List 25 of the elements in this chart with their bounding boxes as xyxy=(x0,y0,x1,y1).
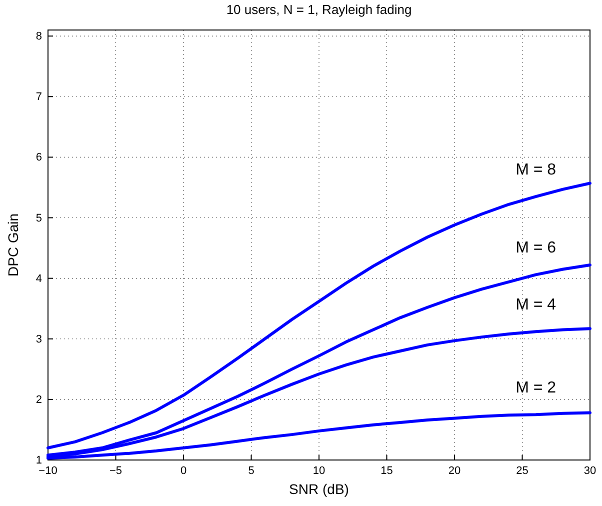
series-label: M = 6 xyxy=(516,240,556,257)
x-axis-title: SNR (dB) xyxy=(289,481,349,497)
chart-title: 10 users, N = 1, Rayleigh fading xyxy=(226,2,412,17)
y-tick-label: 1 xyxy=(36,454,42,467)
y-tick-label: 4 xyxy=(36,272,42,285)
series-label: M = 2 xyxy=(516,380,556,397)
y-tick-label: 3 xyxy=(36,333,42,346)
y-tick-label: 7 xyxy=(36,91,42,104)
x-tick-label: 25 xyxy=(516,464,528,477)
y-tick-label: 6 xyxy=(36,152,42,164)
y-axis-title: DPC Gain xyxy=(5,213,21,277)
y-tick-label: 2 xyxy=(36,394,42,406)
series-label: M = 4 xyxy=(516,296,556,314)
x-tick-label: 10 xyxy=(312,464,326,477)
x-tick-label: 15 xyxy=(380,464,393,477)
x-tick-label: 30 xyxy=(584,464,596,477)
series-label: M = 8 xyxy=(516,162,556,179)
x-tick-label: −5 xyxy=(109,464,122,477)
x-tick-label: 20 xyxy=(448,464,461,477)
x-tick-label: 5 xyxy=(248,464,254,477)
y-tick-label: 8 xyxy=(36,30,42,43)
line-series xyxy=(46,182,592,450)
y-tick-label: 5 xyxy=(36,212,42,224)
x-tick-label: 0 xyxy=(180,464,187,477)
x-tick-label: −10 xyxy=(38,464,58,477)
